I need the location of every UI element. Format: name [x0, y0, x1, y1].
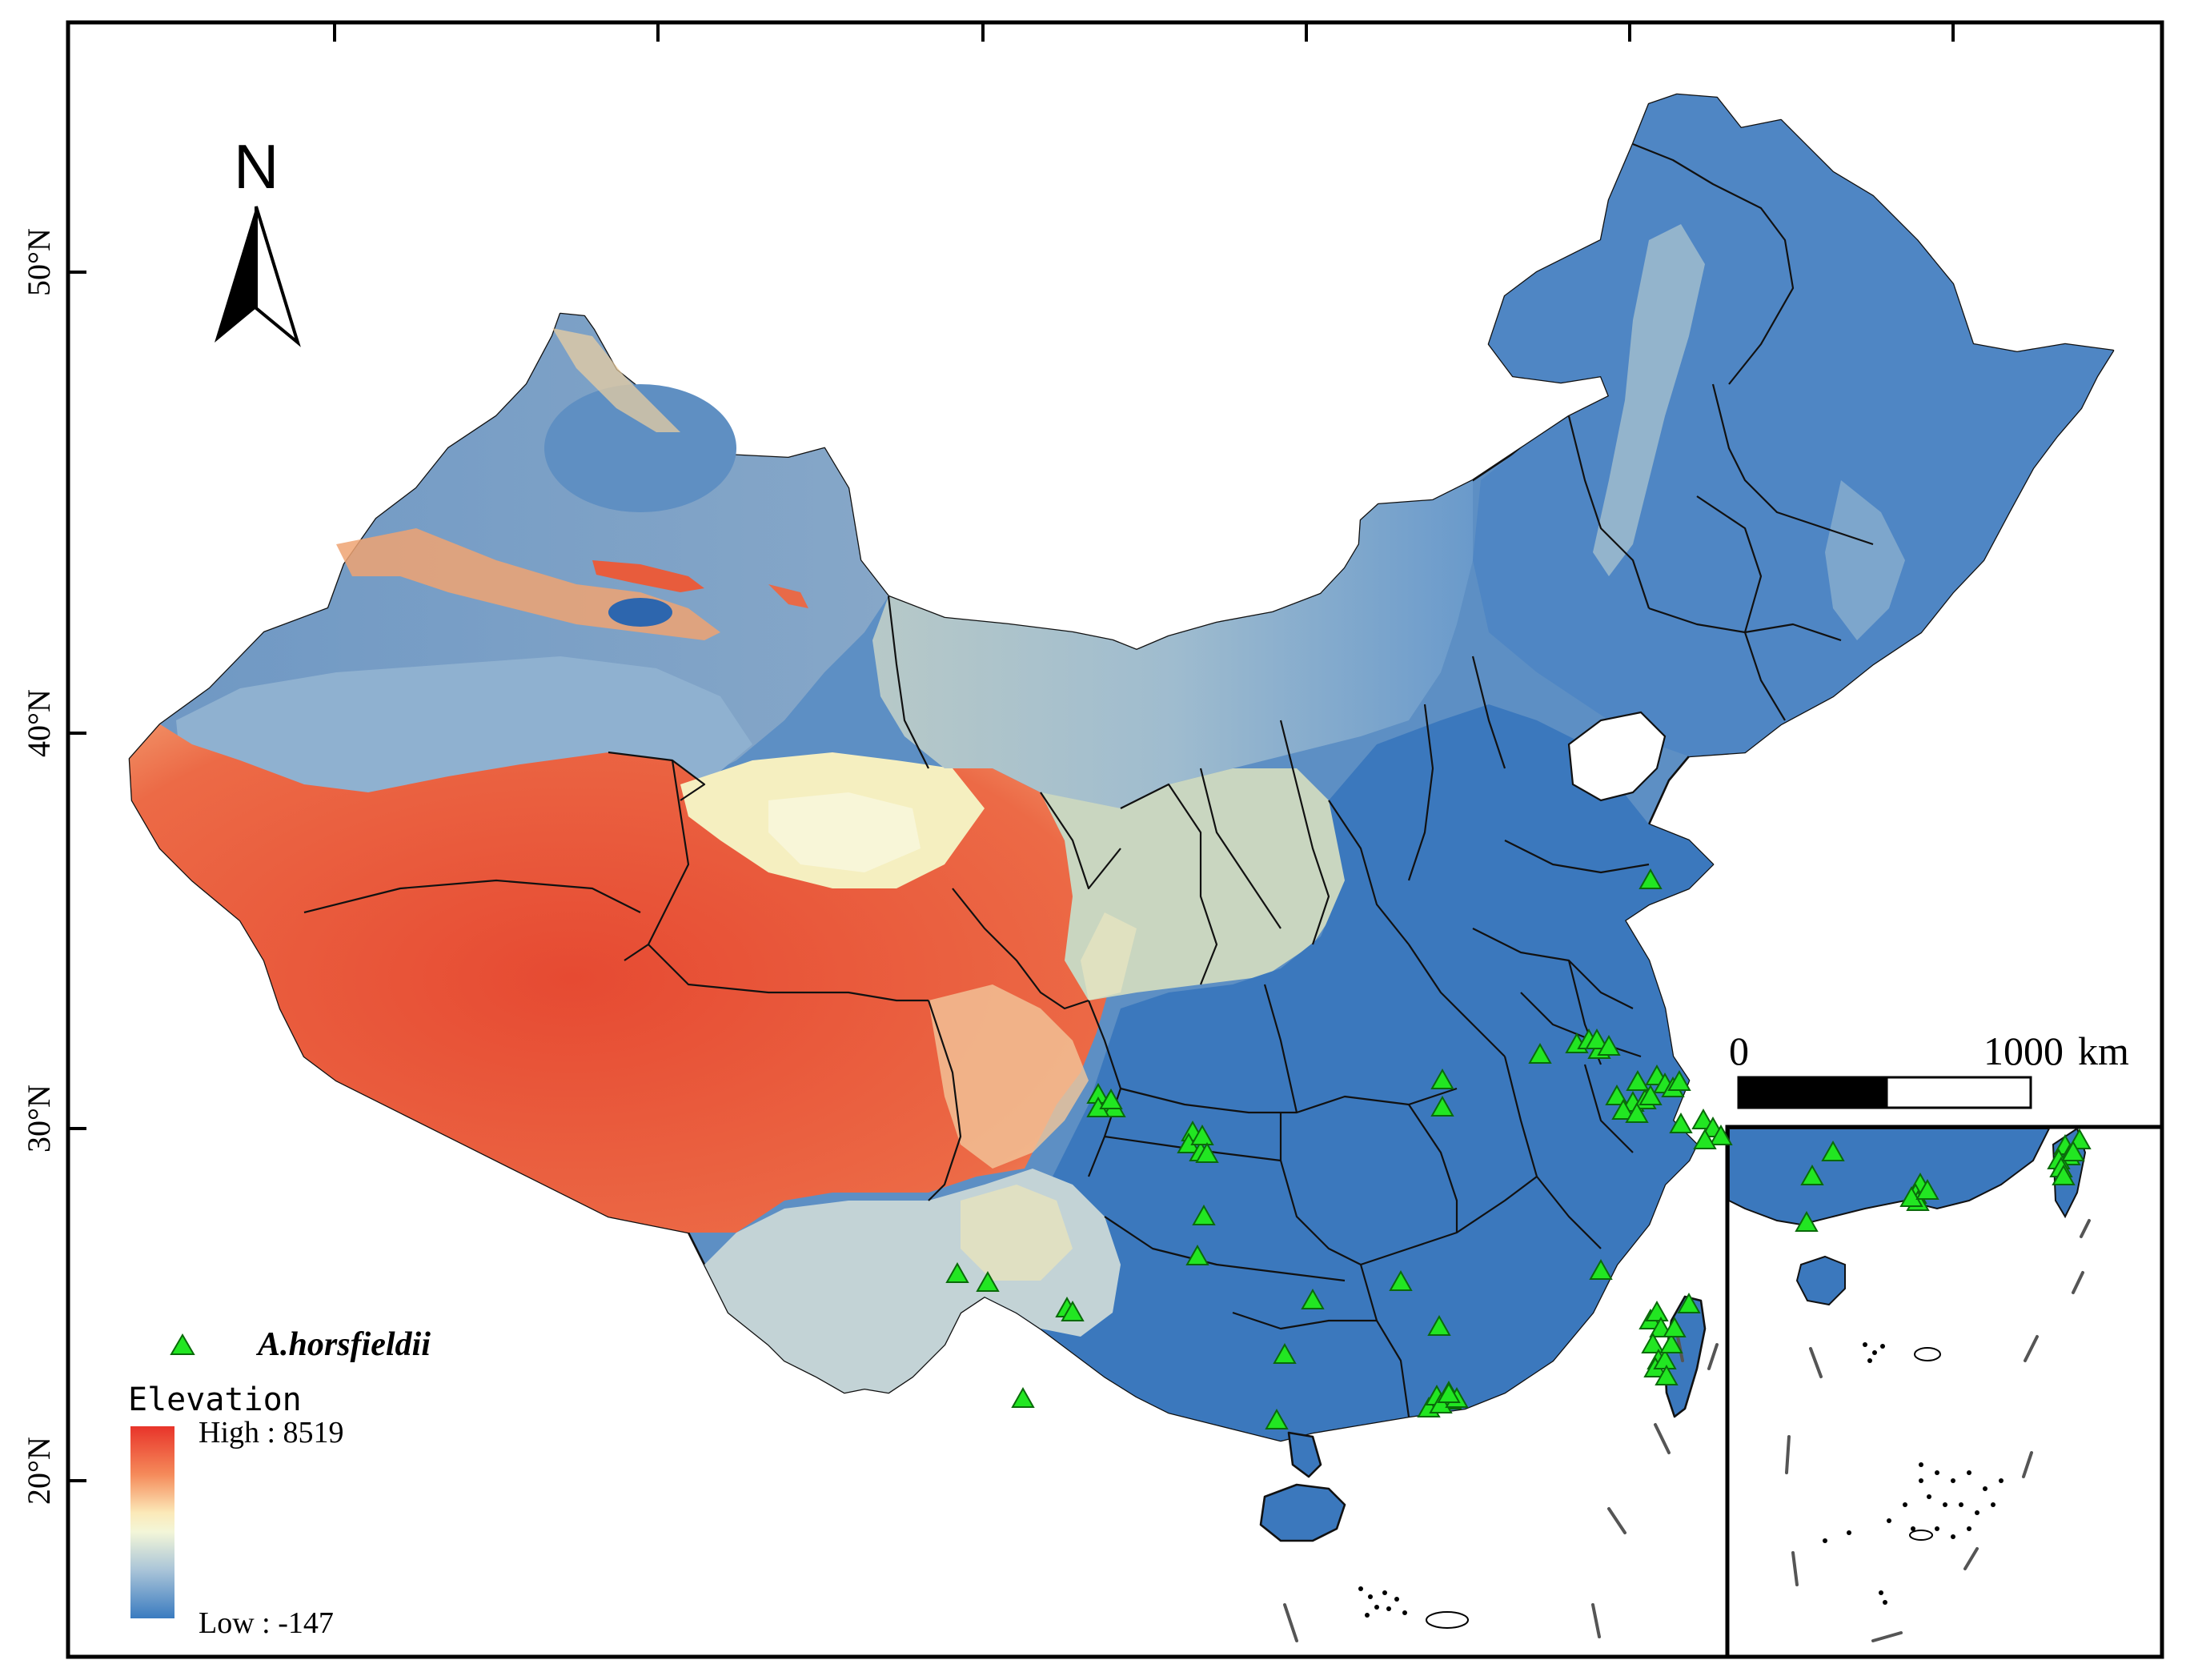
occurrence-marker: [2061, 1140, 2085, 1161]
occurrence-marker: [976, 1270, 1000, 1292]
occurrence-marker: [1667, 1069, 1691, 1091]
lat-label-40: 40°N: [21, 689, 57, 757]
hainan-island: [1259, 1483, 1346, 1542]
occurrence-marker: [1265, 1408, 1289, 1429]
north-arrow: N: [215, 131, 301, 347]
green-triangle-icon: [170, 1333, 195, 1355]
occurrence-marker: [1011, 1386, 1035, 1408]
occurrence-marker: [1645, 1300, 1669, 1321]
occurrence-marker: [1638, 1084, 1663, 1105]
occurrence-marker: [1528, 1042, 1552, 1064]
scale-end-label: 1000: [1983, 1028, 2064, 1073]
occurrence-marker: [1430, 1095, 1454, 1117]
occurrence-marker: [1663, 1316, 1687, 1337]
bohai-sea: [1567, 711, 1667, 802]
occurrence-marker: [1611, 1098, 1635, 1120]
scale-unit-label: km: [2078, 1028, 2129, 1073]
occurrence-marker: [1641, 1332, 1665, 1353]
occurrence-marker: [1625, 1101, 1649, 1123]
scale-bar: 0 1000 km: [1729, 1028, 2129, 1109]
occurrence-marker: [945, 1261, 969, 1283]
occurrence-marker: [1589, 1258, 1613, 1280]
occurrence-marker: [1655, 1364, 1679, 1385]
occurrence-marker: [1899, 1185, 1923, 1207]
province-boundaries: [303, 142, 1874, 1417]
occurrence-marker: [1915, 1178, 1939, 1200]
occurrence-marker: [1821, 1140, 1845, 1161]
north-arrow-icon: [215, 206, 256, 343]
occurrence-markers: [945, 868, 2092, 1429]
elevation-high-label: High : 8519: [199, 1416, 344, 1449]
elevation-low-label: Low : -147: [199, 1606, 334, 1640]
legend: A.horsfieldii Elevation High : 8519 Low …: [128, 1326, 431, 1640]
occurrence-marker: [1800, 1164, 1824, 1185]
occurrence-marker: [1437, 1381, 1461, 1403]
occurrence-marker: [1597, 1034, 1621, 1056]
occurrence-marker: [1659, 1332, 1683, 1353]
map-frame: [66, 20, 2164, 1659]
south-china-sea-islands: [1283, 1331, 1719, 1642]
top-ticks: [333, 22, 1955, 42]
lat-label-20: 20°N: [21, 1437, 57, 1505]
occurrence-marker: [1427, 1314, 1451, 1336]
scale-start-label: 0: [1729, 1028, 1749, 1073]
occurrence-marker: [1626, 1069, 1650, 1091]
inset-map: [1725, 1125, 2164, 1659]
occurrence-marker: [1273, 1342, 1297, 1364]
occurrence-marker: [1195, 1141, 1219, 1163]
occurrence-marker: [1795, 1210, 1819, 1232]
occurrence-marker: [1677, 1292, 1701, 1313]
lat-label-30: 30°N: [21, 1085, 57, 1153]
occurrence-marker: [1638, 868, 1663, 889]
left-ticks: [68, 271, 86, 1482]
lat-label-50: 50°N: [21, 228, 57, 296]
taiwan-island: [1663, 1295, 1707, 1418]
occurrence-marker: [1693, 1128, 1717, 1149]
occurrence-marker: [1190, 1124, 1214, 1145]
occurrence-marker: [1691, 1108, 1715, 1129]
occurrence-marker: [1061, 1300, 1085, 1321]
elevation-color-ramp: [130, 1426, 174, 1618]
occurrence-marker: [1669, 1112, 1693, 1133]
occurrence-marker: [1429, 1392, 1453, 1413]
occurrence-marker: [1585, 1028, 1609, 1049]
occurrence-marker: [1430, 1068, 1454, 1089]
occurrence-marker: [1301, 1288, 1325, 1309]
species-label: A.horsfieldii: [255, 1326, 431, 1363]
occurrence-marker: [1605, 1084, 1629, 1105]
occurrence-marker: [1185, 1244, 1209, 1265]
elevation-title: Elevation: [128, 1381, 302, 1418]
north-arrow-label: N: [234, 131, 279, 202]
occurrence-marker: [1099, 1088, 1123, 1109]
occurrence-marker: [1709, 1124, 1733, 1145]
occurrence-marker: [1192, 1204, 1216, 1225]
occurrence-marker: [1389, 1269, 1413, 1291]
occurrence-marker: [2052, 1164, 2076, 1185]
